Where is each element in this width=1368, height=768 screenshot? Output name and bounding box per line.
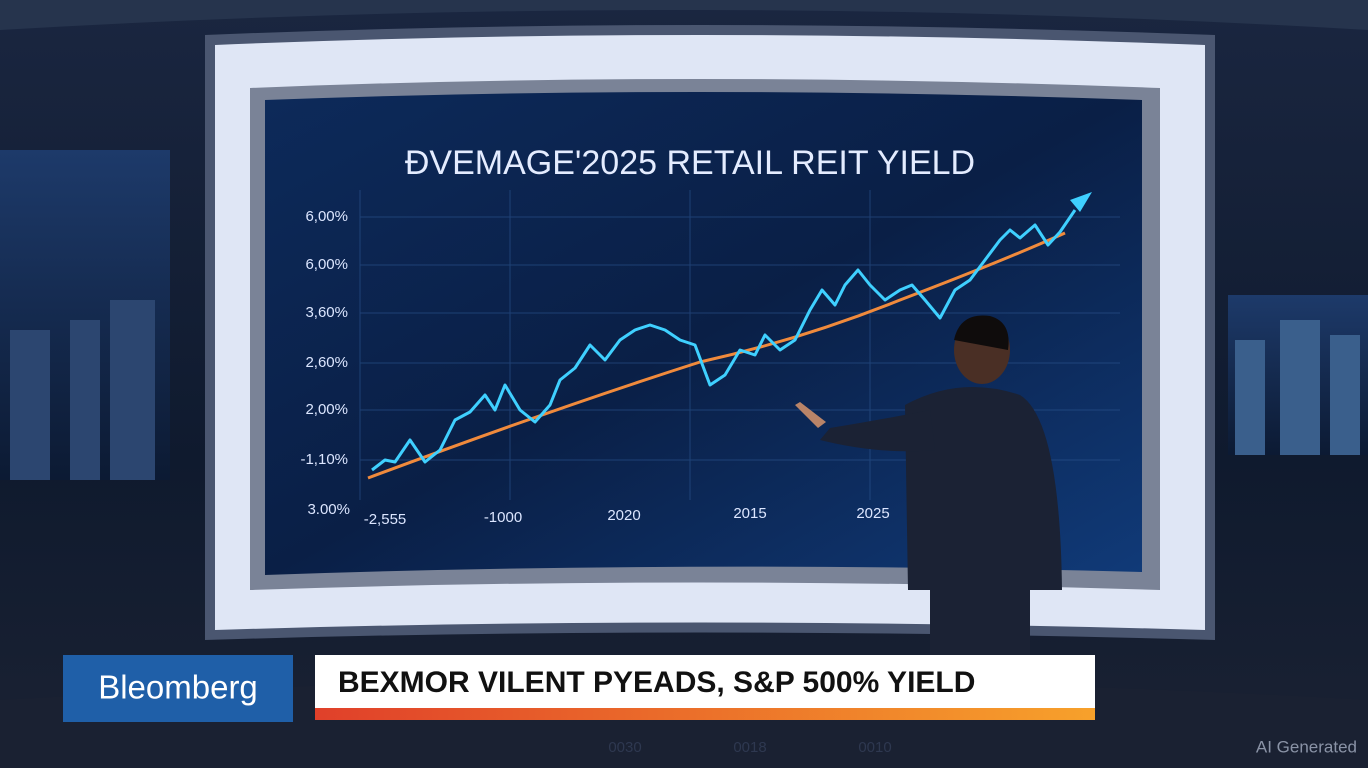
x-label: -2,555	[364, 511, 407, 528]
y-label: 3.00%	[307, 501, 350, 518]
x-labels: -2,555 -1000 2020 2015 2025	[364, 505, 890, 528]
headline: BEXMOR VILENT PYEADS, S&P 500% YIELD	[338, 666, 975, 699]
arrow-head	[1070, 192, 1092, 212]
headline-strip	[315, 708, 1095, 720]
floor-labels: 0030 0018 0010	[608, 739, 891, 756]
y-label: -1,10%	[300, 451, 348, 468]
ceiling	[0, 0, 1368, 30]
y-label: 2,60%	[305, 354, 348, 371]
y-label: 6,00%	[305, 208, 348, 225]
brand: Bleomberg	[98, 669, 258, 706]
x-label: 2025	[856, 505, 889, 522]
x-label: -1000	[484, 509, 522, 526]
y-label: 2,00%	[305, 401, 348, 418]
yield-line	[371, 209, 1077, 472]
x-label: 2015	[733, 505, 766, 522]
left-skyline	[10, 300, 155, 480]
floor-label: 0018	[733, 739, 766, 756]
y-label: 6,00%	[305, 256, 348, 273]
floor-label: 0010	[858, 739, 891, 756]
x-label: 2020	[607, 507, 640, 524]
y-label: 3,60%	[305, 304, 348, 321]
watermark: AI Generated	[1256, 737, 1357, 756]
headline-bar	[315, 655, 1095, 710]
y-labels: 6,00% 6,00% 3,60% 2,60% 2,00% -1,10% 3.0…	[300, 208, 350, 518]
chart-title: ÐVEMAGE'2025 RETAIL REIT YIELD	[405, 144, 975, 182]
floor-label: 0030	[608, 739, 641, 756]
right-skyline	[1235, 320, 1360, 455]
brand-box	[63, 655, 293, 722]
